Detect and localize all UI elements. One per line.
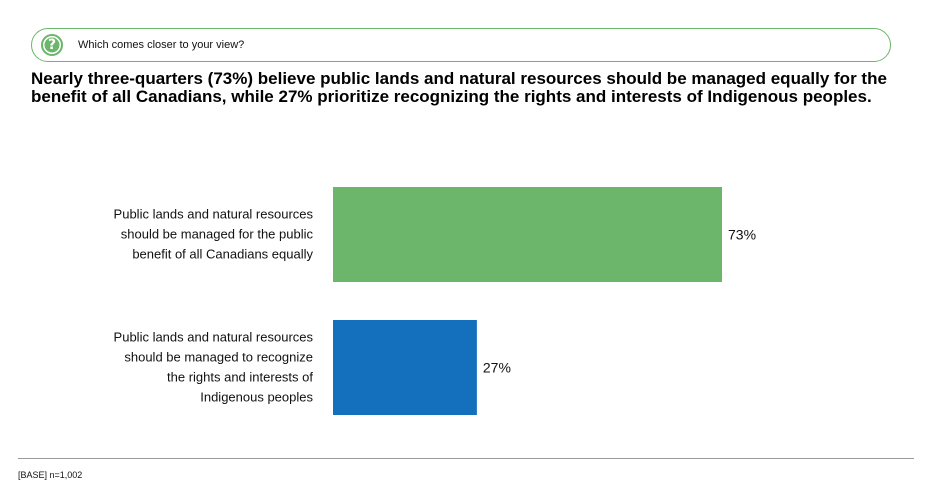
category-label-line: should be managed to recognize — [124, 350, 313, 365]
category-label-line: benefit of all Canadians equally — [132, 247, 313, 262]
category-label-line: should be managed for the public — [121, 227, 314, 242]
bar-chart: 73% Public lands and natural resources sho… — [114, 187, 756, 415]
bar-2 — [333, 320, 477, 415]
chart-headline: Nearly three-quarters (73%) believe publ… — [31, 69, 887, 106]
category-label-line: Public lands and natural resources — [114, 330, 314, 345]
bar-value-label-1: 73% — [728, 227, 756, 243]
question-text: Which comes closer to your view? — [78, 39, 245, 51]
footer-divider — [18, 458, 914, 459]
category-label-line: Indigenous peoples — [200, 390, 313, 405]
base-note: [BASE] n=1,002 — [18, 470, 83, 480]
category-label-2: Public lands and natural resources should… — [114, 330, 314, 405]
bar-1 — [333, 187, 722, 282]
category-label-line: the rights and interests of — [167, 370, 313, 385]
question-icon: ? — [41, 34, 63, 56]
bar-value-label-2: 27% — [483, 360, 511, 376]
category-label-1: Public lands and natural resources should… — [114, 207, 314, 262]
category-label-line: Public lands and natural resources — [114, 207, 314, 222]
question-banner: ? Which comes closer to your view? — [31, 28, 891, 62]
